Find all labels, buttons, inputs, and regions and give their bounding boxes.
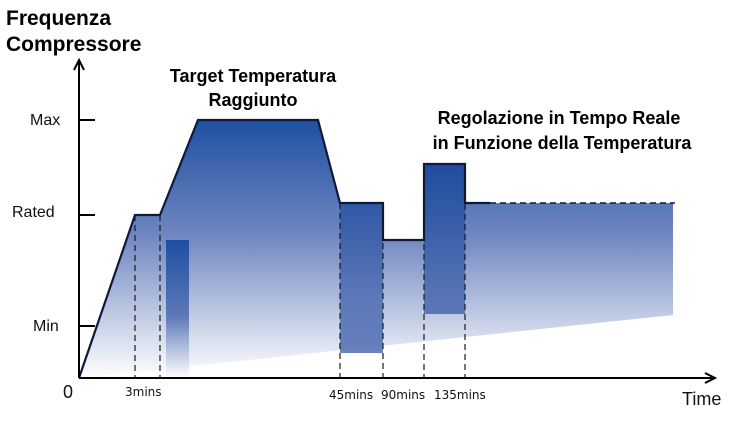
title-line1: Frequenza [6, 7, 111, 30]
annotation-target-line1: Target Temperatura [170, 66, 337, 86]
annotation-realtime-line1: Regolazione in Tempo Reale [438, 108, 681, 128]
y-label-max: Max [30, 112, 60, 129]
y-label-rated: Rated [12, 204, 55, 221]
spike-bar [424, 164, 465, 314]
x-label-3mins: 3mins [125, 385, 162, 399]
annotation-target-line2: Raggiunto [209, 90, 298, 110]
title-line2: Compressore [6, 33, 141, 56]
x-label-135mins: 135mins [434, 388, 486, 402]
x-label-90mins: 90mins [381, 388, 425, 402]
y-label-min: Min [33, 318, 59, 335]
x-axis-arrow [704, 372, 718, 384]
x-label-45mins: 45mins [329, 388, 373, 402]
startup-bar [166, 240, 189, 378]
annotation-realtime-line2: in Funzione della Temperatura [433, 133, 693, 153]
time-guides [134, 164, 466, 378]
y-axis-arrow [73, 57, 85, 71]
step-bar-45 [340, 203, 383, 353]
x-axis-label: Time [682, 389, 721, 409]
origin-label: 0 [63, 382, 73, 402]
